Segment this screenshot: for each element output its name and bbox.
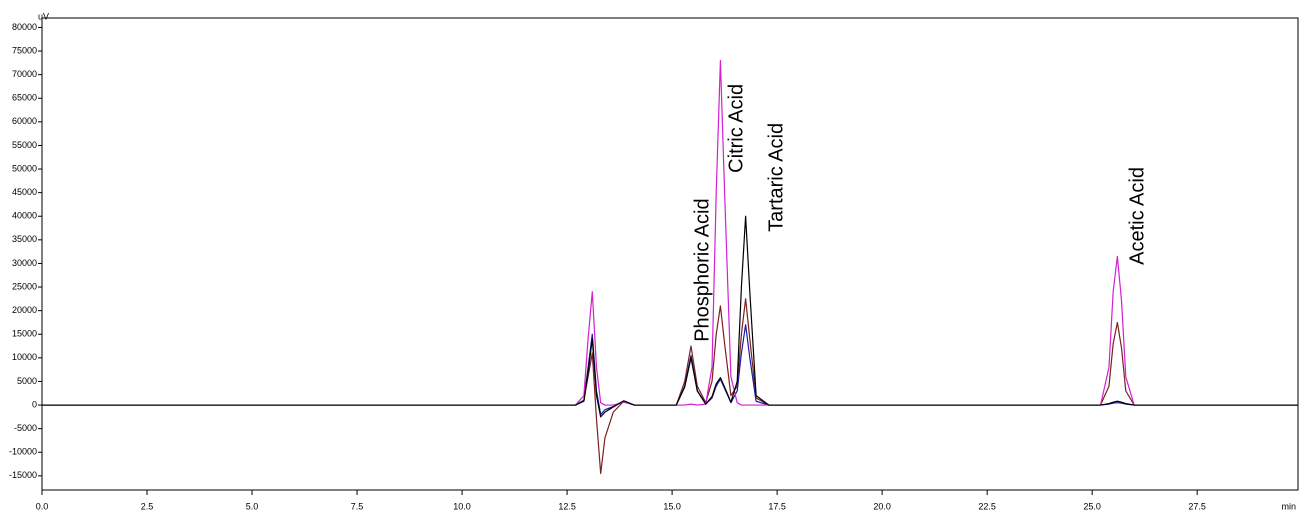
trace <box>42 324 1298 416</box>
x-tick-label: 17.5 <box>768 501 786 511</box>
peak-label: Acetic Acid <box>1127 167 1149 265</box>
y-tick-label: 10000 <box>12 352 37 362</box>
y-tick-label: 45000 <box>12 187 37 197</box>
x-tick-label: 2.5 <box>141 501 154 511</box>
y-tick-label: -15000 <box>9 470 37 480</box>
y-tick-label: 20000 <box>12 305 37 315</box>
peak-label: Tartaric Acid <box>765 123 787 232</box>
peak-label: Phosphoric Acid <box>691 198 713 341</box>
x-tick-label: 12.5 <box>558 501 576 511</box>
y-tick-label: 5000 <box>17 376 37 386</box>
y-tick-label: -10000 <box>9 447 37 457</box>
trace <box>42 215 1298 418</box>
x-tick-label: 0.0 <box>36 501 49 511</box>
x-tick-label: 7.5 <box>351 501 364 511</box>
y-tick-label: 0 <box>32 399 37 409</box>
peak-label: Citric Acid <box>725 84 747 173</box>
x-tick-label: 20.0 <box>873 501 891 511</box>
y-tick-label: 70000 <box>12 69 37 79</box>
x-tick-label: 25.0 <box>1083 501 1101 511</box>
y-unit: uV <box>38 11 49 21</box>
x-unit: min <box>1281 501 1296 511</box>
y-tick-label: 30000 <box>12 258 37 268</box>
trace <box>42 59 1298 406</box>
x-tick-label: 27.5 <box>1188 501 1206 511</box>
y-tick-label: 35000 <box>12 234 37 244</box>
x-tick-label: 5.0 <box>246 501 259 511</box>
y-tick-label: 80000 <box>12 22 37 32</box>
y-tick-label: 55000 <box>12 140 37 150</box>
y-tick-label: 60000 <box>12 116 37 126</box>
y-tick-label: 25000 <box>12 281 37 291</box>
y-tick-label: -5000 <box>14 423 37 433</box>
y-tick-label: 65000 <box>12 93 37 103</box>
y-tick-label: 40000 <box>12 211 37 221</box>
plot-frame <box>41 17 1299 491</box>
y-tick-label: 15000 <box>12 329 37 339</box>
x-tick-label: 15.0 <box>663 501 681 511</box>
y-tick-label: 50000 <box>12 163 37 173</box>
y-tick-label: 75000 <box>12 45 37 55</box>
trace <box>42 298 1298 475</box>
x-tick-label: 22.5 <box>978 501 996 511</box>
x-tick-label: 10.0 <box>453 501 471 511</box>
